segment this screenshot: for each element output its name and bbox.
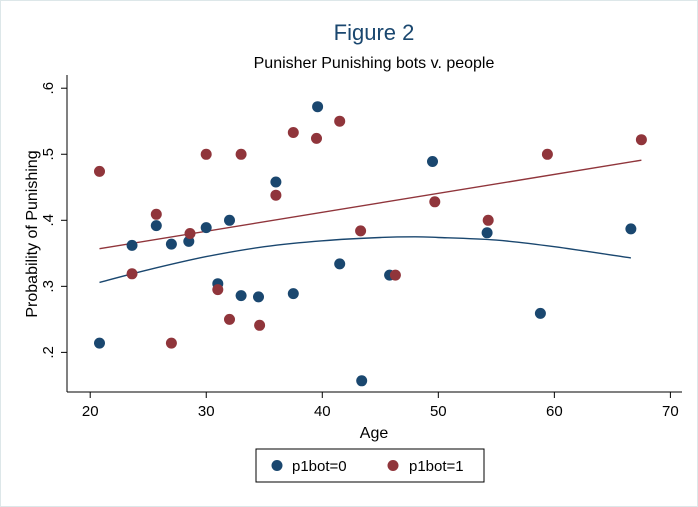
x-tick-label: 30 xyxy=(198,403,215,420)
data-point-series-0 xyxy=(200,222,212,234)
chart-subtitle: Punisher Punishing bots v. people xyxy=(254,55,495,72)
data-point-series-0 xyxy=(625,223,637,235)
data-point-series-1 xyxy=(165,337,177,349)
data-point-series-0 xyxy=(334,258,346,270)
data-point-series-1 xyxy=(254,319,266,331)
y-tick-label: .5 xyxy=(40,148,57,161)
data-point-series-1 xyxy=(184,228,196,239)
data-point-series-1 xyxy=(94,165,105,177)
data-point-series-1 xyxy=(389,269,401,281)
data-point-series-1 xyxy=(355,225,367,237)
y-axis-ticks: .2 .3 .4 .5 .6 xyxy=(40,82,67,359)
data-point-series-1 xyxy=(635,134,647,146)
y-tick-label: .6 xyxy=(40,82,57,95)
data-point-series-0 xyxy=(126,239,138,251)
fit-line-series-0 xyxy=(99,236,631,284)
x-tick-label: 60 xyxy=(546,403,563,420)
legend-marker-p1bot0 xyxy=(271,460,283,471)
x-tick-label: 40 xyxy=(314,403,331,420)
data-point-series-1 xyxy=(235,148,247,160)
data-point-series-1 xyxy=(126,268,138,280)
y-tick-label: .2 xyxy=(40,346,57,359)
y-tick-label: .4 xyxy=(40,214,57,227)
data-point-series-0 xyxy=(481,227,493,239)
data-point-series-1 xyxy=(334,115,346,127)
y-axis-title: Probability of Punishing xyxy=(24,150,41,317)
legend-box xyxy=(255,448,485,483)
legend-label-p1bot0: p1bot=0 xyxy=(292,458,347,475)
data-point-series-0 xyxy=(235,290,247,302)
plot-area xyxy=(67,75,682,392)
data-point-series-0 xyxy=(270,176,282,188)
data-point-series-0 xyxy=(312,101,324,113)
x-axis-title: Age xyxy=(360,425,389,442)
data-point-series-0 xyxy=(356,375,368,387)
data-point-series-1 xyxy=(224,313,235,325)
data-point-series-1 xyxy=(150,208,162,220)
data-points xyxy=(94,101,647,387)
data-point-series-0 xyxy=(534,307,546,319)
data-point-series-1 xyxy=(287,127,299,138)
x-tick-label: 20 xyxy=(82,403,99,420)
y-tick-label: .3 xyxy=(40,280,57,293)
data-point-series-1 xyxy=(311,132,322,144)
legend: p1bot=0 p1bot=1 xyxy=(255,448,485,483)
data-point-series-0 xyxy=(165,238,177,250)
data-point-series-0 xyxy=(287,288,299,300)
legend-label-p1bot1: p1bot=1 xyxy=(409,458,464,475)
x-axis-ticks: 20 30 40 50 60 70 xyxy=(82,392,679,420)
data-point-series-1 xyxy=(429,196,441,208)
data-point-series-1 xyxy=(541,148,553,160)
data-point-series-0 xyxy=(427,156,438,167)
data-point-series-1 xyxy=(482,214,494,226)
data-point-series-0 xyxy=(150,220,162,232)
legend-marker-p1bot1 xyxy=(387,460,399,471)
data-point-series-0 xyxy=(224,214,235,226)
data-point-series-1 xyxy=(270,189,282,201)
data-point-series-1 xyxy=(212,284,224,296)
chart-title: Figure 2 xyxy=(334,20,415,45)
data-point-series-0 xyxy=(253,291,264,303)
data-point-series-0 xyxy=(94,337,105,349)
x-tick-label: 50 xyxy=(430,403,447,420)
data-point-series-1 xyxy=(200,148,212,160)
x-tick-label: 70 xyxy=(662,403,679,420)
